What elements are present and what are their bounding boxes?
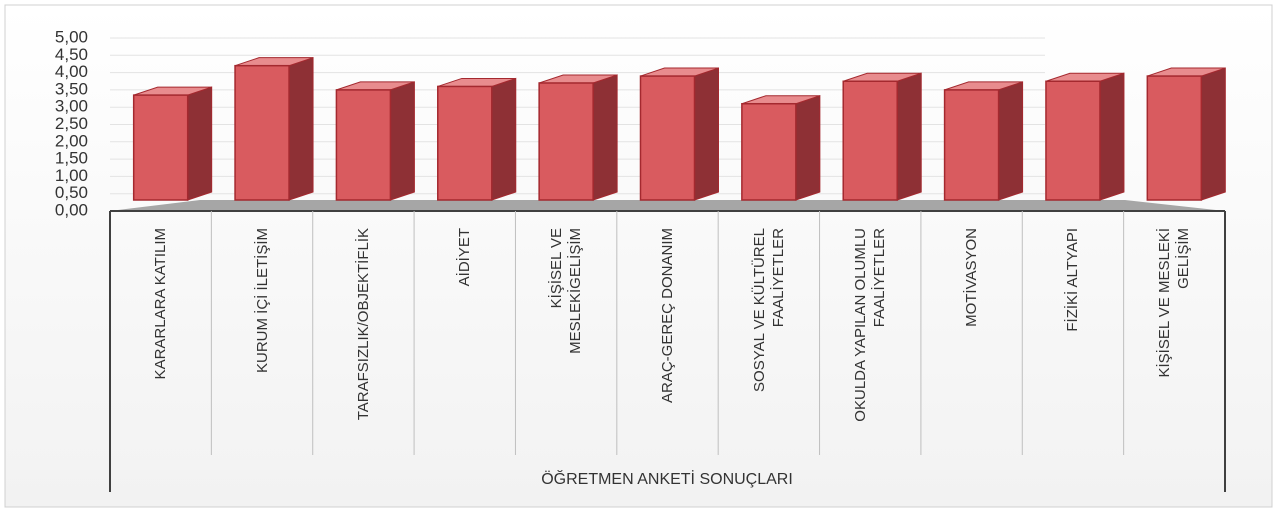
bar-side	[389, 81, 415, 201]
bar	[741, 102, 797, 201]
bar	[234, 64, 290, 201]
bar-side	[795, 95, 821, 201]
x-tick-label: AİDİYET	[456, 228, 474, 287]
bar-side	[491, 77, 517, 201]
bar-side	[998, 81, 1024, 201]
x-tick-label: ARAÇ-GEREÇ DONANIM	[659, 228, 676, 404]
y-tick-label: 4,00	[55, 62, 88, 81]
x-tick-label: KİŞİSEL VE MESLEKİ GELİŞİM	[1156, 228, 1193, 378]
x-tick-label: KARARLARA KATILIM	[152, 228, 170, 380]
y-tick-label: 3,00	[55, 97, 88, 116]
x-tick-label: OKULDA YAPILAN OLUMLU FAALİYETLER	[852, 228, 889, 422]
bar	[1146, 75, 1203, 201]
bar	[335, 89, 392, 201]
bar-side	[896, 72, 922, 201]
bar-side	[592, 74, 618, 201]
x-tick-label: KURUM İÇİ İLETİŞİM	[253, 228, 271, 374]
bar	[1045, 80, 1101, 201]
bar	[639, 75, 696, 201]
floor	[110, 200, 1225, 211]
bar-side	[1200, 67, 1226, 201]
bar-side	[1099, 72, 1125, 201]
x-tick-label: KİŞİSEL VE MESLEKİGELİŞİM	[548, 228, 585, 354]
bar-side	[187, 86, 213, 201]
y-tick-label: 1,50	[55, 149, 88, 168]
y-tick-label: 3,50	[55, 79, 88, 98]
bar-side	[288, 56, 314, 201]
x-tick-label: MOTİVASYON	[963, 228, 981, 327]
bar	[437, 85, 493, 201]
bar-side	[694, 67, 719, 201]
x-tick-label: TARAFSIZLIK/OBJEKTİFLİK	[354, 228, 372, 421]
bar	[842, 80, 898, 201]
y-tick-label: 2,50	[55, 114, 88, 133]
y-tick-label: 1,00	[55, 166, 88, 185]
y-tick-label: 5,00	[55, 27, 88, 46]
x-axis-title: ÖĞRETMEN ANKETİ SONUÇLARI	[541, 469, 793, 488]
y-tick-label: 0,00	[55, 200, 88, 219]
y-tick-label: 4,50	[55, 45, 88, 64]
bar	[538, 82, 594, 201]
y-tick-label: 0,50	[55, 183, 88, 202]
y-tick-label: 2,00	[55, 131, 88, 150]
x-tick-label: FİZİKİ ALTYAPI	[1064, 228, 1082, 332]
x-tick-label: SOSYAL VE KÜLTÜREL FAALİYETLER	[750, 228, 787, 392]
bar	[132, 94, 189, 201]
bar	[943, 89, 1000, 201]
